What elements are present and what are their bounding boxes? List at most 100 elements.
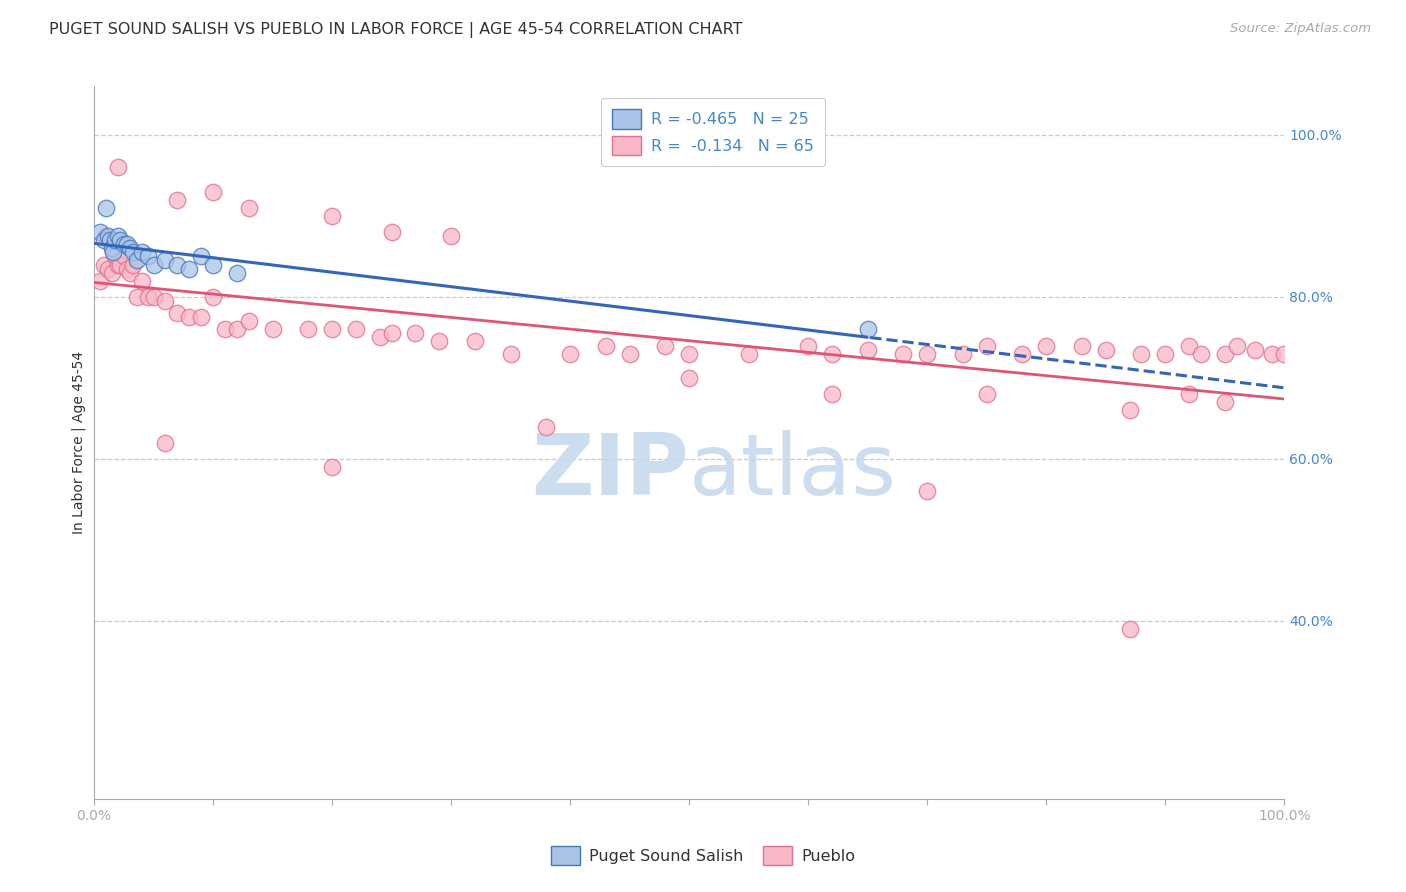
Point xyxy=(112,249,135,263)
Point xyxy=(1130,346,1153,360)
Point xyxy=(321,460,343,475)
Point xyxy=(112,237,135,252)
Point xyxy=(678,371,700,385)
Point xyxy=(136,290,159,304)
Point xyxy=(1213,395,1236,409)
Point xyxy=(110,233,132,247)
Point xyxy=(427,334,450,349)
Point xyxy=(94,229,117,244)
Point xyxy=(190,249,212,263)
Point xyxy=(122,258,145,272)
Legend: Puget Sound Salish, Pueblo: Puget Sound Salish, Pueblo xyxy=(543,838,863,873)
Point xyxy=(1213,346,1236,360)
Point xyxy=(214,322,236,336)
Point xyxy=(107,161,129,175)
Point xyxy=(1094,343,1116,357)
Point xyxy=(97,229,120,244)
Point xyxy=(101,266,124,280)
Point xyxy=(89,274,111,288)
Point xyxy=(117,237,139,252)
Point xyxy=(142,290,165,304)
Point xyxy=(440,229,463,244)
Point xyxy=(1261,346,1284,360)
Point xyxy=(118,241,141,255)
Point xyxy=(179,310,201,325)
Point xyxy=(1178,338,1201,352)
Point xyxy=(117,261,139,276)
Point xyxy=(1243,343,1265,357)
Point xyxy=(1071,338,1094,352)
Point xyxy=(1118,622,1140,636)
Point xyxy=(166,306,188,320)
Point xyxy=(797,338,820,352)
Point xyxy=(654,338,676,352)
Point xyxy=(125,290,148,304)
Point xyxy=(166,258,188,272)
Point xyxy=(155,435,177,450)
Point xyxy=(122,245,145,260)
Point xyxy=(166,193,188,207)
Point xyxy=(101,245,124,260)
Point xyxy=(976,387,998,401)
Point xyxy=(179,261,201,276)
Point xyxy=(238,201,260,215)
Point xyxy=(190,310,212,325)
Point xyxy=(915,346,938,360)
Point xyxy=(131,245,153,260)
Point xyxy=(821,387,844,401)
Point xyxy=(1154,346,1177,360)
Point xyxy=(155,293,177,308)
Point xyxy=(110,258,132,272)
Point xyxy=(738,346,761,360)
Point xyxy=(1118,403,1140,417)
Point xyxy=(297,322,319,336)
Point xyxy=(536,419,558,434)
Point xyxy=(952,346,974,360)
Point xyxy=(155,253,177,268)
Point xyxy=(368,330,391,344)
Point xyxy=(678,346,700,360)
Point xyxy=(619,346,641,360)
Point xyxy=(262,322,284,336)
Legend: R = -0.465   N = 25, R =  -0.134   N = 65: R = -0.465 N = 25, R = -0.134 N = 65 xyxy=(602,98,825,167)
Point xyxy=(101,241,124,255)
Point xyxy=(893,346,915,360)
Point xyxy=(93,258,115,272)
Text: atlas: atlas xyxy=(689,430,897,513)
Point xyxy=(107,229,129,244)
Point xyxy=(94,201,117,215)
Point xyxy=(89,225,111,239)
Point xyxy=(1011,346,1033,360)
Point xyxy=(104,233,127,247)
Point xyxy=(202,258,225,272)
Text: PUGET SOUND SALISH VS PUEBLO IN LABOR FORCE | AGE 45-54 CORRELATION CHART: PUGET SOUND SALISH VS PUEBLO IN LABOR FO… xyxy=(49,22,742,38)
Point xyxy=(1178,387,1201,401)
Point xyxy=(915,484,938,499)
Point xyxy=(595,338,617,352)
Point xyxy=(93,233,115,247)
Point xyxy=(131,274,153,288)
Point xyxy=(381,326,404,341)
Point xyxy=(321,209,343,223)
Point xyxy=(1226,338,1249,352)
Point xyxy=(976,338,998,352)
Point xyxy=(98,233,121,247)
Point xyxy=(238,314,260,328)
Point xyxy=(107,258,129,272)
Point xyxy=(118,266,141,280)
Point xyxy=(136,249,159,263)
Point xyxy=(381,225,404,239)
Point xyxy=(142,258,165,272)
Point xyxy=(225,322,247,336)
Point xyxy=(344,322,367,336)
Text: Source: ZipAtlas.com: Source: ZipAtlas.com xyxy=(1230,22,1371,36)
Point xyxy=(97,261,120,276)
Point xyxy=(499,346,522,360)
Point xyxy=(202,185,225,199)
Point xyxy=(202,290,225,304)
Point xyxy=(1035,338,1057,352)
Y-axis label: In Labor Force | Age 45-54: In Labor Force | Age 45-54 xyxy=(72,351,86,534)
Point xyxy=(321,322,343,336)
Point xyxy=(464,334,486,349)
Point xyxy=(404,326,426,341)
